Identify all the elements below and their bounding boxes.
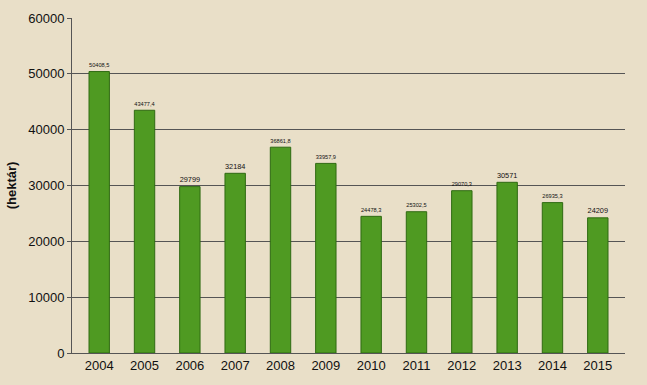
svg-text:2015: 2015 bbox=[583, 358, 612, 373]
svg-text:2005: 2005 bbox=[130, 358, 159, 373]
svg-text:2010: 2010 bbox=[357, 358, 386, 373]
svg-text:50408,5: 50408,5 bbox=[89, 62, 109, 68]
svg-text:24478,3: 24478,3 bbox=[361, 207, 381, 213]
svg-text:29070,3: 29070,3 bbox=[452, 181, 472, 187]
svg-text:32184: 32184 bbox=[225, 162, 245, 171]
svg-text:40000: 40000 bbox=[28, 122, 64, 137]
svg-text:30000: 30000 bbox=[28, 178, 64, 193]
svg-text:33957,9: 33957,9 bbox=[316, 154, 336, 160]
svg-text:2013: 2013 bbox=[493, 358, 522, 373]
svg-text:24209: 24209 bbox=[588, 206, 608, 215]
svg-text:2008: 2008 bbox=[266, 358, 295, 373]
svg-text:2012: 2012 bbox=[447, 358, 476, 373]
svg-text:0: 0 bbox=[57, 346, 64, 361]
svg-text:43477,4: 43477,4 bbox=[134, 101, 154, 107]
svg-text:(hektár): (hektár) bbox=[4, 162, 19, 210]
svg-text:2007: 2007 bbox=[221, 358, 250, 373]
svg-text:25302,5: 25302,5 bbox=[406, 202, 426, 208]
svg-text:2014: 2014 bbox=[538, 358, 567, 373]
svg-text:26935,3: 26935,3 bbox=[542, 193, 562, 199]
svg-text:30571: 30571 bbox=[497, 171, 517, 180]
svg-text:20000: 20000 bbox=[28, 234, 64, 249]
svg-text:2011: 2011 bbox=[403, 358, 431, 373]
svg-text:36861,8: 36861,8 bbox=[270, 138, 290, 144]
svg-text:29799: 29799 bbox=[180, 175, 200, 184]
svg-text:2009: 2009 bbox=[311, 358, 340, 373]
svg-text:2004: 2004 bbox=[85, 358, 114, 373]
svg-text:60000: 60000 bbox=[28, 11, 64, 26]
svg-text:2006: 2006 bbox=[175, 358, 204, 373]
svg-text:50000: 50000 bbox=[28, 66, 64, 81]
svg-text:10000: 10000 bbox=[28, 290, 64, 305]
